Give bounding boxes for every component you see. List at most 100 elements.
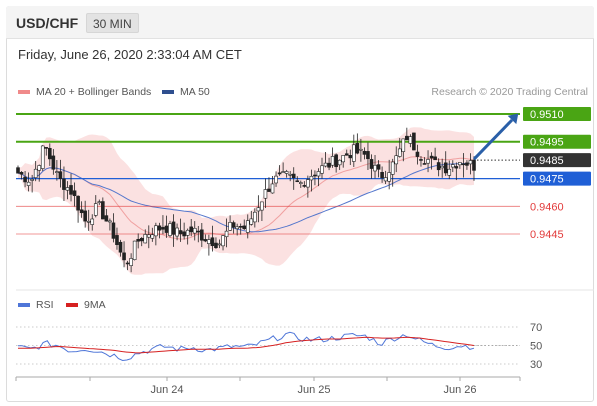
candle-body (366, 151, 370, 160)
candle-body (298, 182, 303, 184)
legend-ma50: MA 50 (162, 86, 210, 98)
candle-body (344, 153, 349, 156)
candle-body (306, 179, 310, 188)
level-label-box (523, 107, 591, 121)
candle-body (433, 156, 437, 161)
candle-body (302, 185, 307, 187)
candle-body (408, 136, 413, 144)
time-tick-label: Jun 25 (297, 384, 330, 396)
candle-body (26, 181, 31, 186)
candles-layer (16, 127, 476, 273)
rsi-swatch (18, 303, 30, 307)
candle-body (397, 148, 402, 157)
candle-body (168, 223, 172, 236)
candle-body (139, 237, 144, 242)
candle-body (93, 203, 98, 216)
candle-body (217, 243, 222, 246)
candle-body (288, 173, 292, 176)
candle-body (454, 166, 459, 169)
candle-body (465, 162, 469, 166)
candle-body (245, 220, 250, 233)
candle-body (429, 155, 434, 159)
candle-body (136, 238, 140, 242)
candle-body (48, 147, 52, 160)
candle-body (373, 164, 377, 172)
candle-body (108, 220, 112, 223)
candle-body (380, 172, 384, 179)
candle-body (104, 215, 109, 222)
candle-body (291, 173, 296, 178)
candle-body (436, 162, 441, 171)
ma20-swatch (18, 90, 30, 94)
candle-body (33, 168, 38, 178)
candle-body (196, 230, 201, 233)
candle-body (415, 151, 420, 157)
candle-body (274, 175, 278, 184)
candle-body (263, 189, 268, 199)
rsi-tick-label: 30 (530, 359, 542, 371)
legend-ma50-label: MA 50 (180, 86, 210, 98)
candle-body (44, 147, 49, 149)
level-label: 0.9475 (530, 174, 564, 186)
candle-body (37, 165, 42, 171)
time-tick-label: Jun 24 (150, 384, 183, 396)
candle-body (210, 237, 215, 247)
candle-body (323, 162, 328, 167)
candle-body (458, 162, 462, 166)
level-labels-layer: 0.9510 0.9495 0.9485 0.9475 0.9460 0.9445 (523, 107, 591, 241)
candle-body (185, 229, 190, 236)
candle-body (231, 222, 236, 228)
candle-body (23, 176, 27, 183)
level-label-box (523, 134, 591, 149)
candle-body (122, 252, 126, 261)
candle-body (383, 177, 388, 182)
candle-body (440, 165, 444, 169)
candle-body (387, 172, 391, 182)
candle-body (55, 171, 59, 173)
candle-body (214, 242, 218, 249)
candle-body (390, 161, 395, 175)
candle-body (341, 155, 346, 163)
candle-body (62, 178, 66, 190)
candle-body (362, 150, 367, 155)
candle-body (16, 167, 20, 174)
legend-rsi-label: RSI (36, 299, 54, 311)
candle-body (129, 258, 133, 266)
candle-body (238, 226, 243, 228)
candle-body (267, 188, 271, 192)
candle-body (143, 234, 148, 244)
candle-body (461, 163, 466, 166)
candle-body (394, 155, 399, 165)
candle-body (132, 240, 137, 260)
candle-body (426, 159, 430, 164)
candle-body (376, 164, 381, 170)
price-levels-layer (16, 113, 520, 235)
ma50-swatch (162, 90, 174, 94)
candle-body (224, 230, 229, 238)
candle-body (468, 160, 473, 165)
legend-ma20-label: MA 20 + Bollinger Bands (36, 86, 152, 98)
projection-arrow-shaft (472, 118, 514, 161)
candle-body (203, 239, 208, 242)
copyright-text: Research © 2020 Trading Central (431, 86, 588, 98)
level-label-box (523, 153, 591, 168)
candle-body (161, 227, 165, 230)
bollinger-band-layer (18, 127, 474, 275)
legend-ma20: MA 20 + Bollinger Bands (18, 86, 151, 98)
candle-body (164, 225, 169, 233)
candle-body (101, 201, 105, 220)
candle-body (313, 174, 317, 177)
time-tick-label: Jun 26 (443, 384, 476, 396)
candle-body (316, 171, 321, 177)
candle-body (189, 226, 194, 233)
candle-body (97, 201, 102, 204)
candle-body (40, 145, 45, 169)
legend-rsi: RSI (18, 299, 54, 311)
projection-arrow-head (507, 113, 519, 125)
level-label: 0.9485 (530, 155, 564, 167)
timeframe-badge[interactable]: 30 MIN (86, 13, 139, 33)
candle-body (295, 180, 300, 183)
nine-ma-line (18, 336, 475, 354)
candle-body (118, 241, 123, 253)
candle-body (146, 234, 151, 238)
